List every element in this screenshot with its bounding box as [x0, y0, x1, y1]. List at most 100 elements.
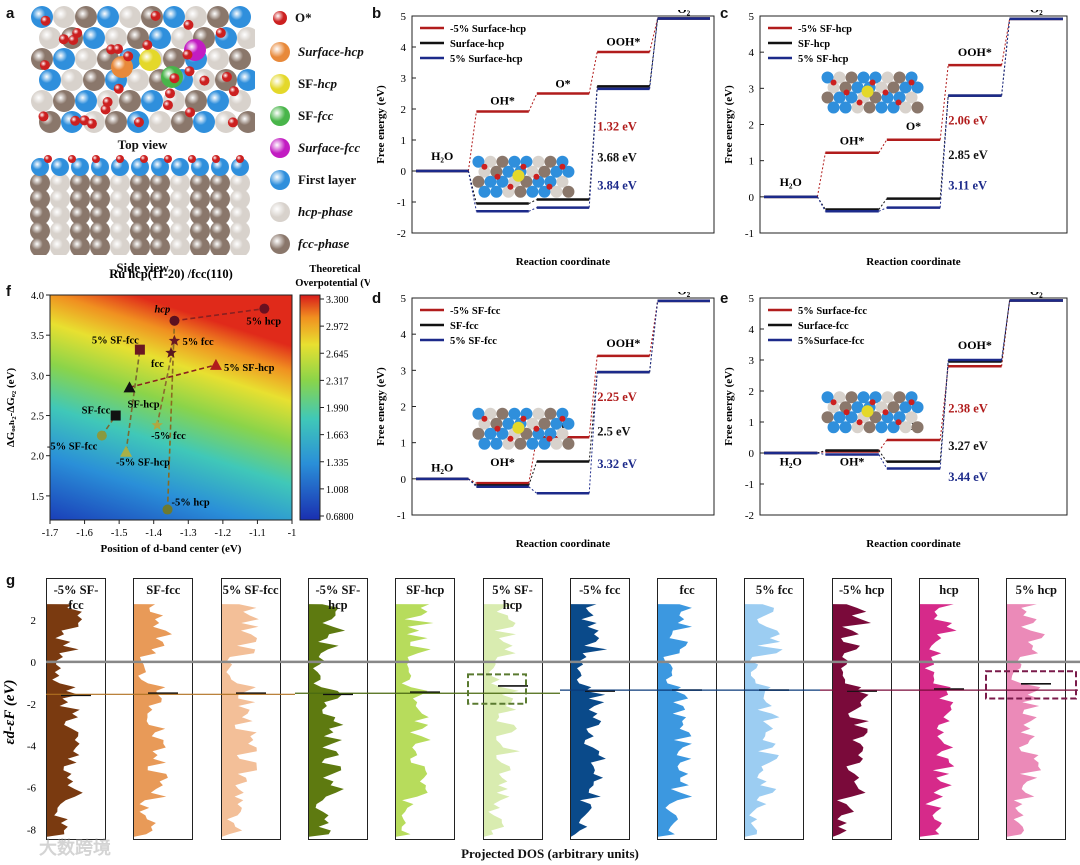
oxygen-atom: [559, 415, 566, 422]
atom: [75, 90, 97, 112]
step-label: OH*: [840, 133, 865, 147]
point-label: -5% SF-hcp: [116, 458, 170, 469]
step-label: OOH*: [606, 336, 640, 350]
atom: [827, 101, 840, 114]
pdos-area: [221, 604, 259, 837]
pdos-curve: [832, 604, 877, 837]
atom: [514, 437, 527, 450]
point-label: SF-hcp: [128, 399, 160, 410]
atom: [130, 173, 150, 193]
atom: [550, 185, 563, 198]
pdos-strip-title: -5% SF-hcp: [315, 583, 361, 612]
legend-label: Surface-fcc: [298, 140, 361, 155]
colorbar-tick-label: 1.663: [326, 431, 349, 442]
atom: [508, 155, 521, 168]
oxygen-atom: [183, 19, 194, 30]
oxygen-atom: [507, 435, 514, 442]
atom: [887, 81, 900, 94]
legend-label: Surface-hcp: [450, 39, 504, 50]
y-tick-label: 4: [749, 324, 755, 336]
oxygen-atom: [908, 79, 915, 86]
colorbar-tick-label: 1.335: [326, 458, 349, 469]
atom: [170, 189, 190, 209]
x-axis-label: Position of d-band center (eV): [101, 543, 242, 555]
x-tick-label: -1.7: [42, 528, 59, 539]
atom: [83, 69, 105, 91]
oxygen-atom: [236, 155, 244, 163]
atom: [845, 71, 858, 84]
atom: [512, 169, 525, 182]
connector-line: [649, 18, 659, 87]
atom: [50, 237, 70, 255]
point-label: 5% hcp: [246, 317, 281, 328]
legend-item: SF-fcc: [270, 106, 333, 126]
pdos-curve: [308, 604, 353, 837]
slab-inset: [821, 71, 924, 114]
atom: [833, 411, 846, 424]
atom: [899, 81, 912, 94]
atom: [149, 111, 171, 133]
legend-item: fcc-phase: [270, 234, 349, 254]
volcano-heatmap: Ru hcp(11-20) /fcc(110) -1.7 -1.6 -1.5 -1.4 -…: [5, 264, 370, 555]
y-axis-label: ΔGₒₒₕ₂-ΔGₒ₂ (eV): [5, 368, 17, 448]
legend-item: Surface-fcc: [270, 138, 360, 158]
pdos-area: [570, 604, 607, 837]
pdos-area: [745, 604, 784, 837]
atom: [70, 237, 90, 255]
y-tick-label: 4.0: [31, 291, 44, 302]
atom: [170, 237, 190, 255]
pdos-area: [658, 604, 693, 837]
oxygen-atom: [559, 163, 566, 170]
step-label: O*: [555, 76, 570, 90]
atom: [893, 391, 906, 404]
y-tick-label: 2.0: [31, 452, 44, 463]
legend-label: O*: [295, 10, 312, 25]
energy-diagram-e: -2 -1 0 1 2 3 4 5 Free energy (eV) Reaction coord…: [723, 292, 1068, 550]
atom: [130, 221, 150, 241]
x-axis-label: Reaction coordinate: [866, 256, 961, 268]
atom: [911, 81, 924, 94]
atom-swatch-icon: [270, 202, 290, 222]
atom: [911, 401, 924, 414]
pdos-strip: 5% hcp: [1006, 578, 1067, 840]
step-label: OH*: [840, 454, 865, 468]
panel-label-b: b: [372, 5, 382, 22]
atom: [905, 71, 918, 84]
atom: [532, 155, 545, 168]
atom-swatch-icon: [270, 74, 290, 94]
legend-label: -5% SF-fcc: [450, 306, 501, 317]
plot-frame: [49, 294, 293, 521]
energy-diagram-d: -1 0 1 2 3 4 5 Free energy (eV) Reaction coordin…: [375, 292, 715, 550]
oxygen-atom: [150, 10, 161, 21]
oxygen-atom: [86, 118, 97, 129]
atom: [51, 158, 69, 176]
oxygen-atom: [92, 155, 100, 163]
pdos-curve: [134, 604, 179, 837]
oxygen-atom: [869, 399, 876, 406]
atom: [90, 237, 110, 255]
atom: [496, 155, 509, 168]
oxygen-atom: [546, 183, 553, 190]
pdos-area: [47, 604, 83, 837]
point-label: -5% fcc: [151, 431, 186, 442]
atom: [150, 221, 170, 241]
atom: [538, 165, 551, 178]
pdos-strip-title: SF-hcp: [406, 583, 445, 597]
atom: [905, 411, 918, 424]
atom: [50, 205, 70, 225]
x-tick-label: -1.5: [111, 528, 128, 539]
oxygen-atom: [102, 97, 113, 108]
y-tick-label: 5: [749, 11, 755, 23]
atom: [911, 101, 924, 114]
oxygen-atom: [185, 107, 196, 118]
atom: [150, 173, 170, 193]
legend-label: SF-hcp: [298, 76, 337, 91]
x-tick-label: -1.2: [215, 528, 232, 539]
oxygen-atom: [830, 79, 837, 86]
atom: [472, 427, 485, 440]
pdos-strip: SF-fcc: [133, 578, 194, 840]
atom: [90, 189, 110, 209]
atom: [478, 437, 491, 450]
slab-inset: [472, 407, 575, 450]
legend-item: O*: [270, 10, 312, 26]
